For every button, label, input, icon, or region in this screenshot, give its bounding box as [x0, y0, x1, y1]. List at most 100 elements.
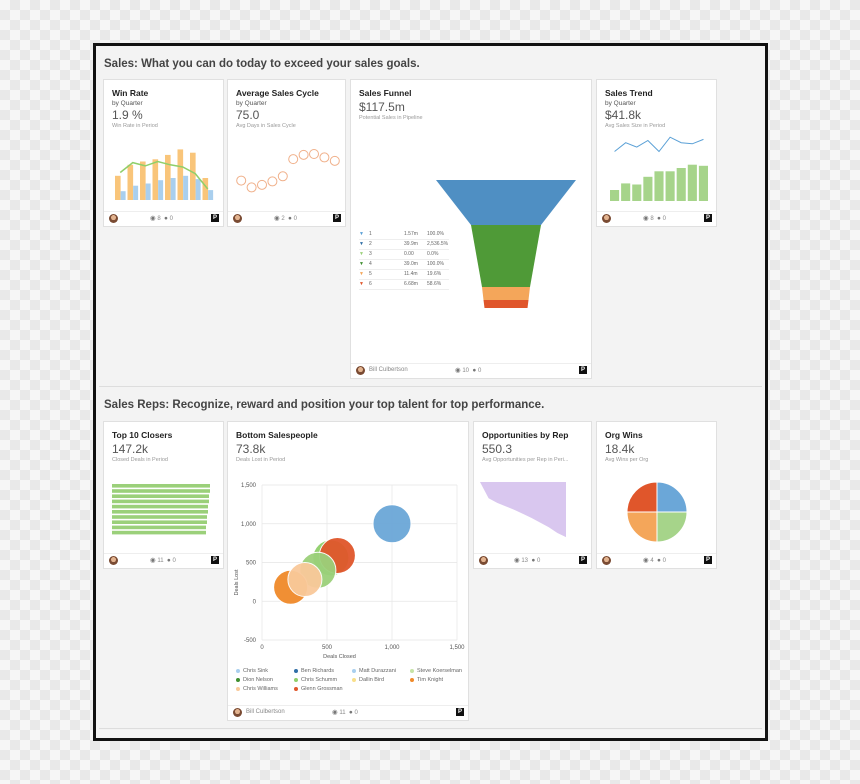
p-badge-icon[interactable]: P — [456, 708, 464, 716]
card-stats: ◉ 10 ● 0 — [455, 367, 482, 374]
p-badge-icon[interactable]: P — [704, 556, 712, 564]
series-line — [614, 136, 704, 153]
top-10-closers-card[interactable]: Top 10 Closers 147.2k Closed Deals in Pe… — [103, 421, 224, 569]
point — [246, 182, 257, 193]
legend-swatch — [294, 686, 298, 691]
p-badge-icon[interactable]: P — [211, 214, 219, 222]
funnel-stage: 3 — [369, 251, 372, 257]
comment-icon: ● — [472, 367, 477, 374]
eye-icon: ◉ — [150, 215, 156, 222]
comment-icon: ● — [657, 557, 661, 564]
avg-sales-cycle-card[interactable]: Average Sales Cycle by Quarter 75.0 Avg … — [227, 79, 346, 227]
bar — [133, 185, 139, 200]
x-tick-label: 500 — [322, 645, 333, 651]
sales-funnel-card[interactable]: Sales Funnel $117.5m Potential Sales in … — [350, 79, 592, 379]
legend-entry[interactable]: Dion Nelson — [236, 677, 273, 683]
bar — [112, 515, 207, 519]
eye-icon: ◉ — [643, 215, 649, 222]
p-badge-icon[interactable]: P — [211, 556, 219, 564]
legend-label: Glenn Grossman — [301, 686, 343, 692]
avatar[interactable] — [109, 214, 118, 223]
card-desc: Avg Days in Sales Cycle — [236, 123, 296, 129]
card-desc: Avg Opportunities per Rep in Peri... — [482, 457, 569, 463]
card-title: Sales Trend — [605, 88, 653, 98]
bar — [127, 164, 134, 200]
funnel-pct: 58.6% — [427, 281, 442, 287]
legend-swatch — [236, 668, 240, 673]
card-desc: Potential Sales in Pipeline — [359, 115, 423, 121]
opportunities-by-rep-card[interactable]: Opportunities by Rep 550.3 Avg Opportuni… — [473, 421, 592, 569]
funnel-marker-icon: ▼ — [359, 231, 364, 237]
sales-trend-card[interactable]: Sales Trend by Quarter $41.8k Avg Sales … — [596, 79, 717, 227]
chart-legend: Chris Sink Ben Richards Matt Durazzani Stev… — [236, 668, 466, 698]
avatar[interactable] — [602, 214, 611, 223]
legend-entry[interactable]: Ben Richards — [294, 668, 334, 674]
card-stats: ◉ 8 ● 0 — [643, 215, 666, 222]
legend-entry[interactable]: Glenn Grossman — [294, 686, 343, 692]
legend-swatch — [410, 668, 414, 673]
point — [319, 152, 330, 163]
funnel-amount: 39.0m — [404, 261, 418, 267]
bar — [165, 154, 171, 200]
y-tick-label: 1,500 — [241, 483, 257, 489]
card-desc: Closed Deals in Period — [112, 457, 168, 463]
bottom-salespeople-card[interactable]: Bottom Salespeople 73.8k Deals Lost in P… — [227, 421, 469, 721]
card-footer: ◉ 2 ● 0 P — [228, 211, 345, 226]
card-value: $41.8k — [605, 108, 642, 122]
win-rate-chart — [115, 149, 214, 200]
section-divider — [99, 728, 762, 729]
legend-entry[interactable]: Chris Schumm — [294, 677, 337, 683]
p-badge-icon[interactable]: P — [704, 214, 712, 222]
pie-slice — [626, 511, 658, 543]
x-tick-label: 1,500 — [449, 645, 465, 651]
bar — [632, 184, 642, 201]
legend-entry[interactable]: Steve Koerselman — [410, 668, 462, 674]
x-tick-label: 1,000 — [384, 645, 400, 651]
win-rate-card[interactable]: Win Rate by Quarter 1.9 % Win Rate in Pe… — [103, 79, 224, 227]
point — [309, 149, 319, 159]
point — [298, 149, 309, 160]
legend-entry[interactable]: Chris Williams — [236, 686, 278, 692]
card-subtitle: by Quarter — [236, 100, 267, 107]
card-stats: ◉ 11 ● 0 — [332, 709, 358, 716]
p-badge-icon[interactable]: P — [579, 366, 587, 374]
p-badge-icon[interactable]: P — [579, 556, 587, 564]
legend-label: Dion Nelson — [243, 677, 273, 683]
bar — [152, 159, 159, 200]
funnel-stage: 2 — [369, 241, 372, 247]
point — [329, 155, 340, 166]
card-title: Bottom Salespeople — [236, 430, 318, 440]
avatar[interactable] — [109, 556, 118, 565]
dashboard-frame: Sales: What you can do today to exceed y… — [93, 43, 768, 741]
legend-entry[interactable]: Tim Knight — [410, 677, 443, 683]
area — [480, 482, 566, 538]
point — [267, 176, 278, 187]
x-axis-label: Deals Closed — [323, 654, 356, 660]
y-tick-label: 500 — [246, 561, 257, 567]
card-stats: ◉ 2 ● 0 — [274, 215, 297, 222]
p-badge-icon[interactable]: P — [333, 214, 341, 222]
card-author: Bill Culbertson — [369, 367, 408, 373]
funnel-pct: 19.6% — [427, 271, 442, 277]
card-footer: ◉ 8 ● 0 P — [597, 211, 716, 226]
avg-sales-cycle-chart — [236, 149, 340, 193]
bar — [112, 489, 210, 493]
eye-icon: ◉ — [514, 557, 520, 564]
legend-entry[interactable]: Dallin Bird — [352, 677, 384, 683]
avatar[interactable] — [479, 556, 488, 565]
avatar[interactable] — [356, 366, 365, 375]
org-wins-card[interactable]: Org Wins 18.4k Avg Wins per Org ◉ 4 ● 0 … — [596, 421, 717, 569]
legend-entry[interactable]: Matt Durazzani — [352, 668, 396, 674]
avatar[interactable] — [233, 708, 242, 717]
funnel-stage: 5 — [369, 271, 372, 277]
avatar[interactable] — [602, 556, 611, 565]
avatar[interactable] — [233, 214, 242, 223]
section-title-sales: Sales: What you can do today to exceed y… — [104, 58, 420, 70]
card-value: $117.5m — [359, 100, 405, 114]
bar — [610, 190, 620, 201]
comment-icon: ● — [657, 215, 661, 222]
card-footer: Bill Culbertson ◉ 10 ● 0 P — [351, 363, 591, 378]
bar — [621, 183, 631, 201]
legend-entry[interactable]: Chris Sink — [236, 668, 268, 674]
